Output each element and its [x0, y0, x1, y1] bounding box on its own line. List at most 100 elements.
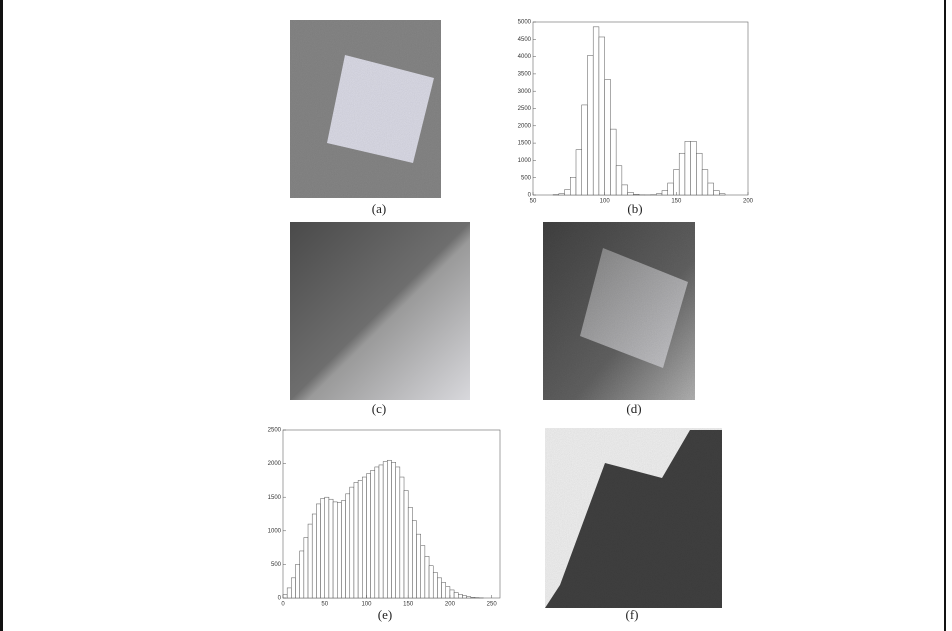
bar [570, 177, 577, 196]
bar [445, 586, 451, 599]
bar [316, 503, 321, 599]
bar [558, 193, 565, 196]
bar [604, 79, 611, 196]
x-tick-label: 50 [321, 602, 328, 608]
bar [621, 184, 628, 196]
bar [598, 36, 605, 196]
y-tick-label: 2500 [518, 106, 532, 112]
bar [458, 594, 463, 599]
y-tick-label: 5000 [518, 20, 532, 26]
bar [370, 470, 376, 599]
image-d [543, 222, 695, 400]
bar [441, 582, 447, 599]
y-tick-label: 2000 [518, 123, 532, 129]
bar [432, 572, 438, 599]
bar [656, 193, 663, 196]
plot-frame [532, 21, 749, 196]
x-tick-label: 200 [743, 199, 754, 205]
y-tick-label: 0 [278, 596, 282, 602]
x-tick-label: 100 [361, 602, 372, 608]
bar [581, 104, 588, 196]
bar [320, 498, 325, 599]
bar [337, 502, 342, 599]
bar [374, 466, 380, 599]
y-tick-label: 4000 [518, 54, 532, 60]
bar [341, 500, 346, 599]
bar [690, 141, 697, 196]
bar [345, 493, 351, 599]
bar [299, 550, 305, 599]
y-tick-label: 4500 [518, 37, 532, 43]
bar [673, 169, 680, 196]
image-c [290, 222, 470, 400]
bar [437, 577, 442, 599]
panel-label: (c) [372, 401, 386, 416]
bar [295, 564, 300, 599]
panel-label: (b) [627, 201, 642, 216]
bar [627, 192, 634, 196]
bar [332, 501, 338, 599]
bar [303, 537, 309, 599]
y-tick-label: 500 [521, 175, 532, 181]
bar [349, 486, 355, 599]
bar [719, 193, 726, 196]
bar [353, 482, 359, 599]
bar [449, 589, 455, 599]
bar [399, 476, 405, 599]
y-tick-label: 2500 [268, 428, 282, 434]
bar [412, 520, 417, 599]
panel-label: (f) [626, 607, 639, 622]
bar [684, 141, 691, 196]
bar [462, 595, 467, 599]
bar [701, 169, 709, 196]
bar [678, 152, 686, 196]
bar [366, 473, 371, 599]
bar [696, 152, 703, 196]
x-tick-label: 200 [445, 602, 456, 608]
y-tick-label: 0 [528, 193, 532, 199]
bar [564, 189, 571, 196]
bar [575, 149, 582, 196]
x-tick-label: 50 [530, 199, 537, 205]
bar [424, 556, 430, 599]
left-border [0, 0, 3, 631]
bar [615, 165, 623, 196]
bar [282, 594, 288, 599]
bar [391, 462, 396, 599]
x-tick-label: 150 [403, 602, 414, 608]
bar [610, 128, 617, 196]
bar [592, 26, 600, 196]
bar [357, 480, 363, 599]
bar [633, 194, 640, 196]
bar [587, 55, 594, 196]
bar [324, 496, 330, 599]
bar [707, 182, 714, 196]
bar [307, 523, 313, 599]
x-tick-label: 0 [281, 602, 285, 608]
bar [382, 461, 388, 599]
bar [416, 533, 421, 599]
y-tick-label: 1000 [268, 528, 282, 534]
bar [328, 498, 334, 599]
bar [420, 545, 426, 599]
bar [286, 587, 292, 599]
bar [466, 596, 472, 599]
y-tick-label: 3000 [518, 89, 532, 95]
x-tick-label: 150 [671, 199, 682, 205]
bar [311, 513, 317, 599]
bar [362, 476, 367, 599]
panel-label: (a) [372, 201, 386, 216]
right-border [944, 0, 946, 631]
bar [428, 565, 434, 599]
bar [378, 464, 384, 599]
bar [453, 592, 459, 599]
x-tick-label: 100 [600, 199, 611, 205]
y-tick-label: 3500 [518, 71, 532, 77]
y-tick-label: 1500 [518, 141, 532, 147]
bar [713, 190, 720, 196]
bar [403, 490, 409, 599]
image-f [545, 428, 722, 608]
x-tick-label: 250 [487, 602, 498, 608]
